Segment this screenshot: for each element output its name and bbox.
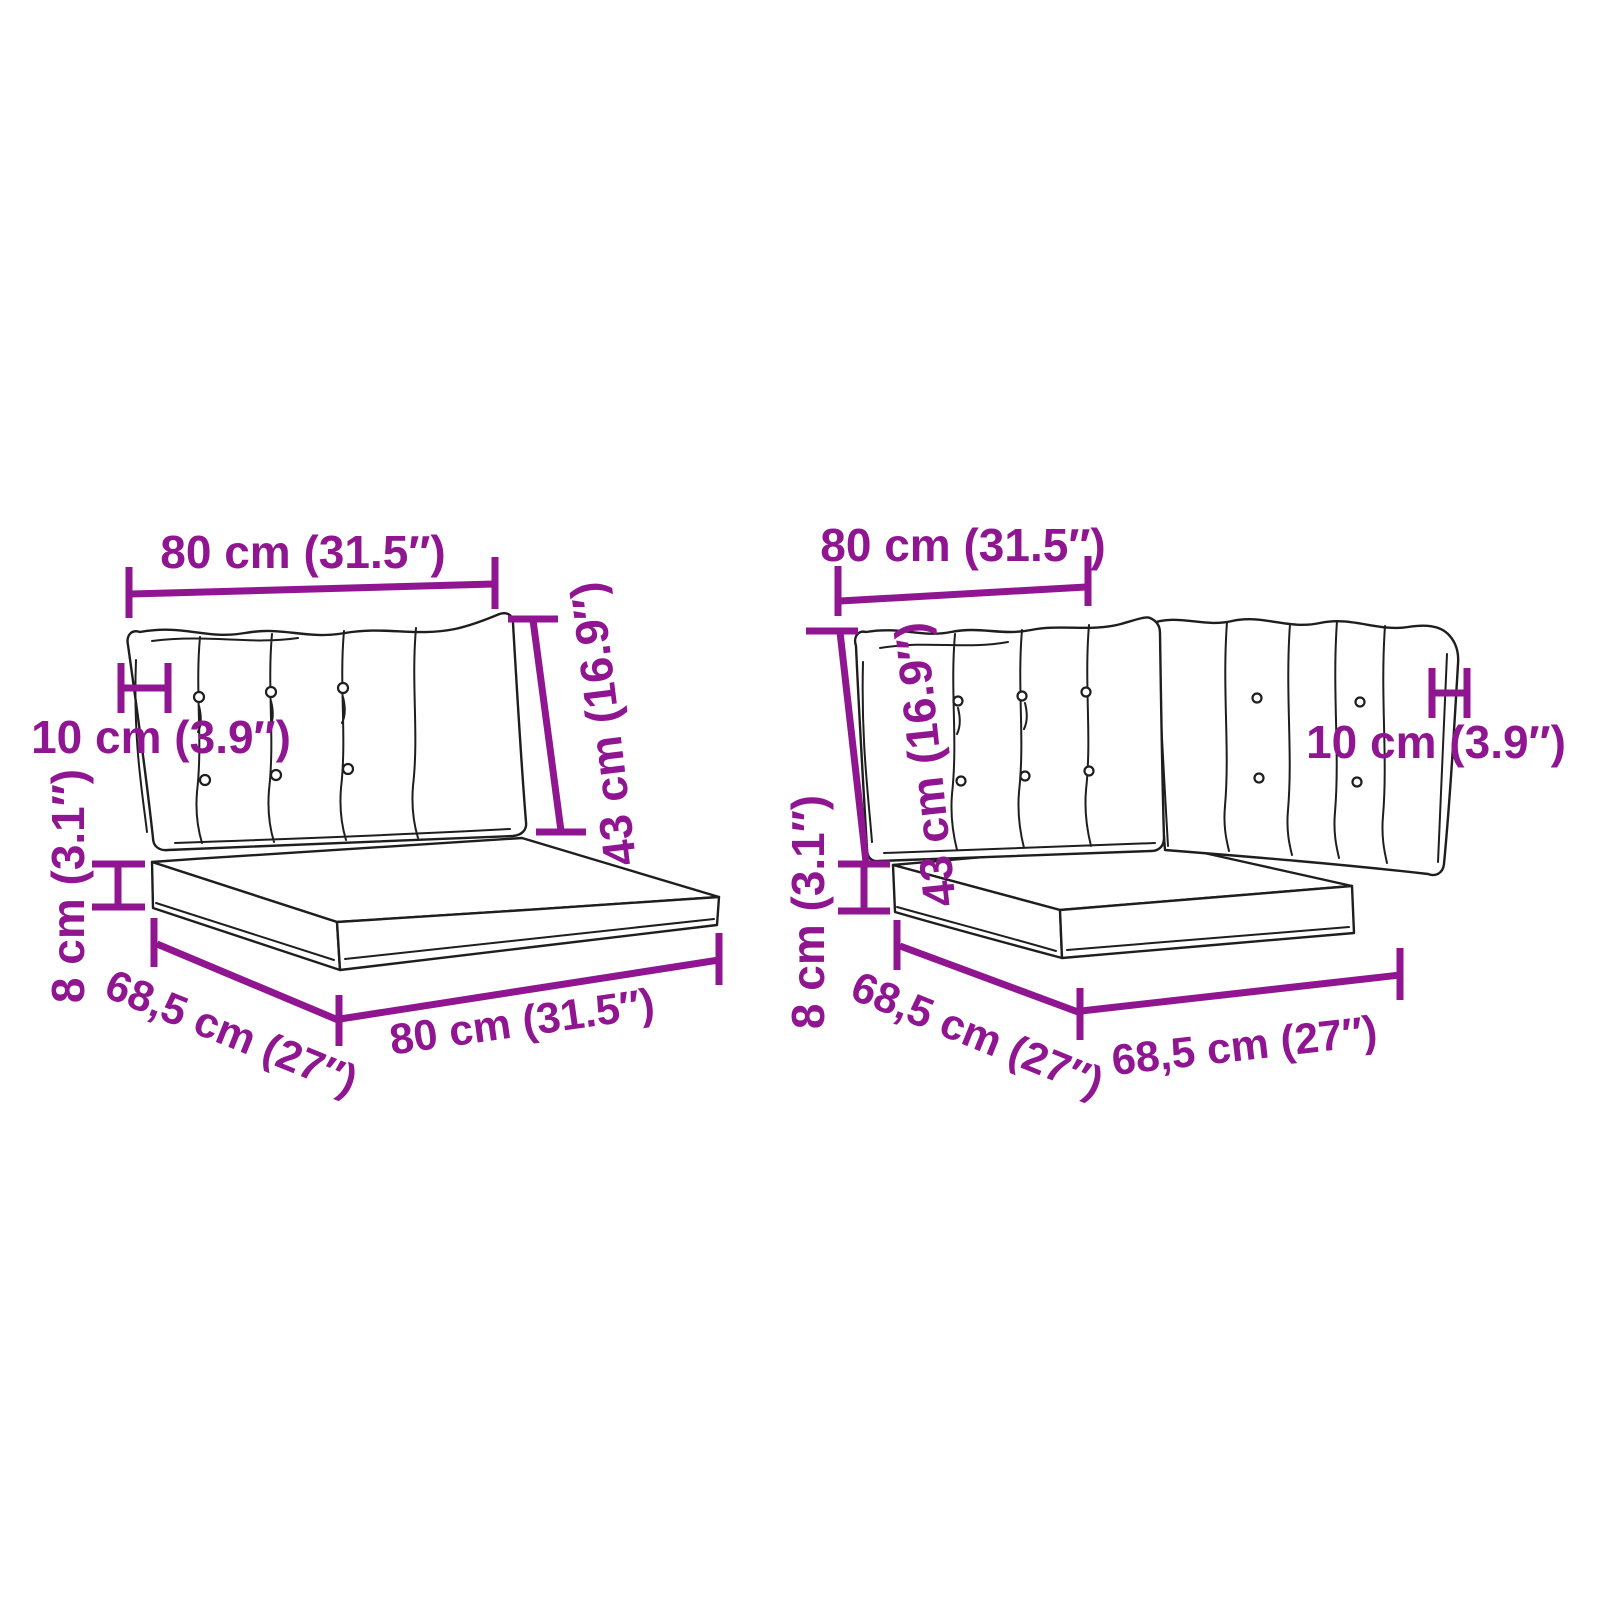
tuft-button [1016, 690, 1028, 702]
right-back-width-label: 80 cm (31.5″) [820, 519, 1105, 571]
tuft-button [1351, 776, 1363, 788]
dimension-bracket [1428, 668, 1471, 718]
left-seat-seam-lines [155, 902, 715, 961]
dimension-bracket [838, 864, 890, 915]
tuft-button [1083, 765, 1095, 777]
tuft-button [1354, 696, 1366, 708]
dimension-line [508, 615, 586, 836]
dimension-line [1080, 948, 1404, 1015]
right-seat-seam-lines [896, 906, 1350, 952]
right-front-cushion-buttons [952, 686, 1095, 787]
right-angled-back-cushion [1148, 617, 1460, 877]
dimension-line [150, 918, 343, 1046]
tuft-button [269, 768, 283, 782]
tuft-button [336, 681, 350, 695]
right-seat-depth-left-label: 68,5 cm (27″) [845, 963, 1110, 1107]
left-back-height-label: 43 cm (16.9″) [560, 579, 646, 869]
dimension-line [893, 920, 1084, 1040]
right-angled-cushion-folds [1156, 620, 1448, 864]
right-angled-cushion-buttons [1251, 692, 1366, 788]
right-figure: 80 cm (31.5″) 43 cm (16.9″) 8 cm (3.1″) … [782, 519, 1566, 1107]
tuft-button [198, 773, 212, 787]
tuft-button [1251, 692, 1263, 704]
right-seat-front-face [1058, 884, 1356, 960]
left-seat-front-face [335, 895, 721, 972]
left-seat-thickness-dimension: 8 cm (3.1″) [42, 769, 145, 1003]
left-seat-depth-label: 68,5 cm (27″) [99, 961, 364, 1105]
tuft-button [192, 690, 206, 704]
dimension-line [339, 933, 723, 1023]
dimension-bracket [92, 860, 145, 911]
right-seat-depth-right-label: 68,5 cm (27″) [1109, 1007, 1380, 1085]
tuft-button [1019, 770, 1031, 782]
left-seat-thickness-label: 8 cm (3.1″) [42, 769, 94, 1003]
right-back-width-dimension: 80 cm (31.5″) [820, 519, 1106, 616]
left-back-cushion [126, 612, 528, 852]
left-back-thickness-label: 10 cm (3.9″) [31, 711, 291, 763]
right-back-thickness-label: 10 cm (3.9″) [1306, 716, 1566, 768]
tuft-button [952, 695, 964, 707]
left-figure: 80 cm (31.5″) 10 cm (3.9″) 43 cm (16.9″)… [31, 526, 723, 1105]
left-back-cushion-buttons [192, 681, 355, 787]
left-back-width-dimension: 80 cm (31.5″) [125, 526, 499, 618]
right-seat-thickness-label: 8 cm (3.1″) [782, 795, 834, 1029]
left-back-height-dimension: 43 cm (16.9″) [508, 579, 646, 869]
dimension-line [125, 557, 499, 618]
dimension-line [834, 556, 1092, 616]
left-back-width-label: 80 cm (31.5″) [160, 526, 445, 578]
right-seat-thickness-dimension: 8 cm (3.1″) [782, 795, 890, 1029]
left-back-thickness-dimension: 10 cm (3.9″) [31, 663, 291, 763]
tuft-button [1080, 686, 1092, 698]
dimension-bracket [117, 663, 172, 713]
right-back-thickness-dimension: 10 cm (3.9″) [1306, 668, 1566, 768]
tuft-button [1253, 772, 1265, 784]
tuft-button [955, 775, 967, 787]
tuft-button [264, 685, 278, 699]
tuft-button [341, 762, 355, 776]
right-seat-depth-right-dimension: 68,5 cm (27″) [1080, 948, 1404, 1085]
